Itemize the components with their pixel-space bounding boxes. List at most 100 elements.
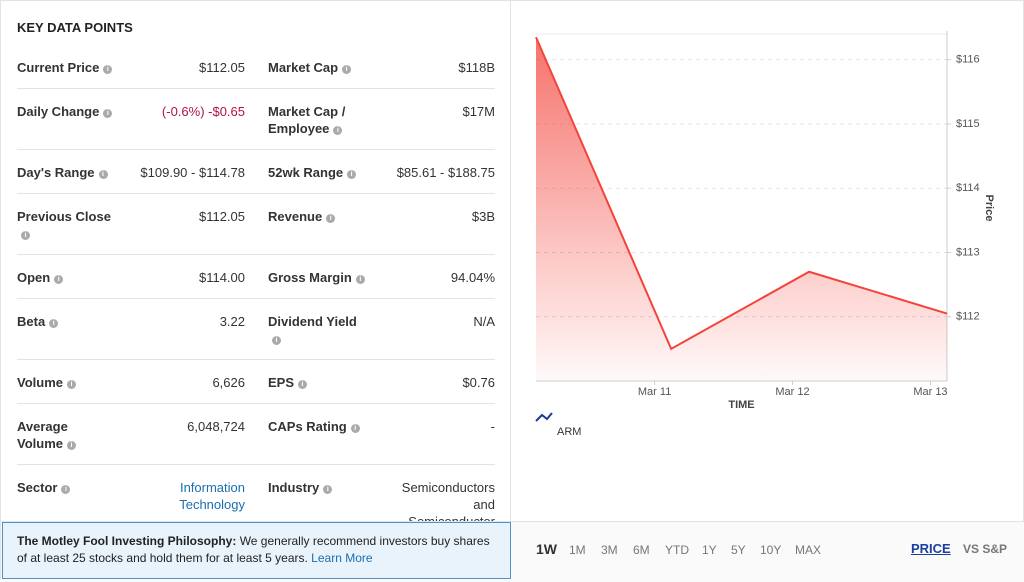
data-row: Open i $114.00 Gross Margin i 94.04% bbox=[17, 255, 495, 299]
data-label: Dividend Yield i bbox=[268, 313, 368, 347]
data-cell: 52wk Range i $85.61 - $188.75 bbox=[268, 164, 495, 181]
y-tick-label: $114 bbox=[956, 182, 980, 194]
info-icon: i bbox=[67, 380, 76, 389]
learn-more-link[interactable]: Learn More bbox=[311, 551, 373, 565]
label-text: Market Cap / Employee bbox=[268, 104, 346, 136]
data-value: $114.00 bbox=[198, 270, 245, 285]
info-icon: i bbox=[21, 231, 30, 240]
data-row: Volume i 6,626 EPS i $0.76 bbox=[17, 360, 495, 404]
range-button[interactable]: YTD bbox=[665, 543, 689, 557]
range-button[interactable]: 3M bbox=[601, 543, 618, 557]
key-data-table: Current Price i $112.05 Market Cap i $118B Dai… bbox=[17, 45, 495, 559]
data-label: Average Volume i bbox=[17, 418, 117, 452]
label-text: Day's Range bbox=[17, 165, 95, 180]
mode-button[interactable]: VS S&P bbox=[963, 542, 1008, 556]
data-row: Current Price i $112.05 Market Cap i $118B bbox=[17, 45, 495, 89]
label-text: CAPs Rating bbox=[268, 419, 347, 434]
range-button[interactable]: 10Y bbox=[760, 543, 782, 557]
y-tick-label: $112 bbox=[956, 311, 980, 323]
info-icon: i bbox=[323, 485, 333, 494]
info-icon: i bbox=[355, 275, 365, 284]
data-value: 6,048,724 bbox=[187, 419, 245, 434]
data-cell: Previous Close i $112.05 bbox=[17, 208, 245, 242]
price-line bbox=[535, 36, 948, 351]
data-label: Revenue i bbox=[268, 208, 336, 242]
mode-button[interactable]: PRICE bbox=[911, 541, 951, 556]
y-tick-label: $116 bbox=[956, 54, 980, 66]
key-data-panel: KEY DATA POINTS Current Price i $112.05 Mar… bbox=[1, 1, 511, 546]
data-value: $17M bbox=[462, 104, 495, 119]
x-tick-label: Mar 11 bbox=[638, 386, 671, 398]
data-value: $112.05 bbox=[198, 60, 245, 75]
data-value: 3.22 bbox=[219, 314, 245, 329]
y-tick-label: $115 bbox=[956, 118, 980, 130]
label-text: Previous Close bbox=[17, 209, 111, 224]
data-value: $3B bbox=[471, 209, 495, 224]
range-button[interactable]: 1M bbox=[569, 543, 586, 557]
data-row: Day's Range i $109.90 - $114.78 52wk Range i… bbox=[17, 150, 495, 194]
data-cell: Gross Margin i 94.04% bbox=[268, 269, 495, 286]
data-label: EPS i bbox=[268, 374, 308, 391]
range-button[interactable]: 1W bbox=[536, 541, 557, 557]
data-value: 6,626 bbox=[212, 375, 245, 390]
philosophy-text: We generally recommend investors buy sha… bbox=[17, 534, 490, 565]
info-icon: i bbox=[333, 126, 343, 135]
data-label: Open i bbox=[17, 269, 64, 286]
label-text: Open bbox=[17, 270, 51, 285]
data-cell: Average Volume i 6,048,724 bbox=[17, 418, 245, 452]
info-icon: i bbox=[272, 336, 281, 345]
label-text: Volume bbox=[17, 375, 63, 390]
y-axis-label: Price bbox=[983, 195, 995, 222]
label-text: Average Volume bbox=[17, 419, 68, 451]
data-cell: Revenue i $3B bbox=[268, 208, 495, 242]
data-label: Volume i bbox=[17, 374, 76, 391]
data-value: (-0.6%) -$0.65 bbox=[161, 104, 245, 119]
panel-title: KEY DATA POINTS bbox=[17, 20, 133, 35]
range-button[interactable]: MAX bbox=[795, 543, 822, 557]
info-icon: i bbox=[347, 170, 357, 179]
data-label: Beta i bbox=[17, 313, 59, 347]
y-tick-label: $113 bbox=[956, 246, 980, 258]
data-value: 94.04% bbox=[450, 270, 495, 285]
data-value: $0.76 bbox=[462, 375, 495, 390]
info-icon: i bbox=[103, 65, 113, 74]
data-label: Day's Range i bbox=[17, 164, 108, 181]
data-value[interactable]: Information Technology bbox=[179, 480, 245, 512]
info-icon: i bbox=[326, 214, 336, 223]
data-label: CAPs Rating i bbox=[268, 418, 360, 452]
data-row: Average Volume i 6,048,724 CAPs Rating i - bbox=[17, 404, 495, 465]
info-icon: i bbox=[342, 65, 352, 74]
data-cell: Current Price i $112.05 bbox=[17, 59, 245, 76]
info-icon: i bbox=[103, 109, 113, 118]
data-cell: Open i $114.00 bbox=[17, 269, 245, 286]
legend-icon bbox=[535, 412, 553, 422]
data-label: Market Cap / Employee i bbox=[268, 103, 368, 137]
info-icon: i bbox=[49, 319, 59, 328]
data-label: Previous Close i bbox=[17, 208, 117, 242]
label-text: Daily Change bbox=[17, 104, 100, 119]
data-value: - bbox=[490, 419, 495, 434]
data-row: Beta i 3.22 Dividend Yieldi N/A bbox=[17, 299, 495, 360]
range-button[interactable]: 6M bbox=[633, 543, 650, 557]
label-text: Industry bbox=[268, 480, 320, 495]
label-text: EPS bbox=[268, 375, 295, 390]
data-cell: Beta i 3.22 bbox=[17, 313, 245, 347]
range-button[interactable]: 1Y bbox=[702, 543, 717, 557]
price-chart: $112 $113 $114 $115 $116 Mar 11 Mar 12 Mar 13 TI… bbox=[535, 31, 995, 438]
legend-label: ARM bbox=[557, 426, 581, 438]
range-button[interactable]: 5Y bbox=[731, 543, 746, 557]
x-tick-label: Mar 12 bbox=[775, 386, 809, 398]
data-value: $109.90 - $114.78 bbox=[140, 165, 245, 180]
philosophy-box: The Motley Fool Investing Philosophy: We… bbox=[2, 522, 511, 579]
data-label: Daily Change i bbox=[17, 103, 113, 137]
label-text: Gross Margin bbox=[268, 270, 352, 285]
label-text: Sector bbox=[17, 480, 58, 495]
data-label: Sector i bbox=[17, 479, 71, 547]
info-icon: i bbox=[54, 275, 64, 284]
data-label: Industry i bbox=[268, 479, 333, 547]
data-label: Gross Margin i bbox=[268, 269, 365, 286]
info-icon: i bbox=[67, 441, 76, 450]
label-text: Market Cap bbox=[268, 60, 339, 75]
data-row: Previous Closei $112.05 Revenue i $3B bbox=[17, 194, 495, 255]
data-label: Market Cap i bbox=[268, 59, 352, 76]
